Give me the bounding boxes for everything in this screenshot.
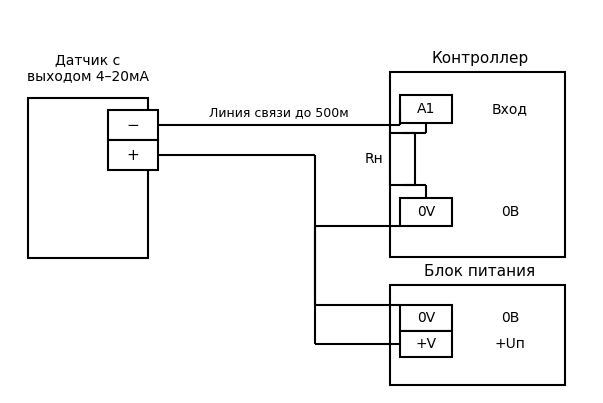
Bar	[390, 72, 565, 257]
Text: 0В: 0В	[501, 205, 519, 219]
Text: Контроллер: Контроллер	[431, 50, 529, 66]
Text: Линия связи до 500м: Линия связи до 500м	[209, 106, 349, 120]
Bar	[28, 98, 148, 258]
Text: +V: +V	[415, 337, 437, 351]
Text: Вход: Вход	[492, 102, 528, 116]
Text: Rн: Rн	[365, 152, 384, 166]
Text: Датчик с
выходом 4–20мА: Датчик с выходом 4–20мА	[27, 53, 149, 83]
Bar	[400, 331, 452, 357]
Text: A1: A1	[417, 102, 435, 116]
Text: Блок питания: Блок питания	[425, 264, 535, 280]
Bar	[108, 110, 158, 140]
Bar	[108, 140, 158, 170]
Bar	[400, 198, 452, 226]
Bar	[390, 285, 565, 385]
Text: −: −	[127, 118, 139, 133]
Bar	[400, 305, 452, 331]
Text: 0V: 0V	[417, 205, 435, 219]
Text: +: +	[127, 147, 139, 162]
Bar	[400, 95, 452, 123]
Bar	[390, 133, 415, 185]
Text: +Uп: +Uп	[494, 337, 525, 351]
Text: 0В: 0В	[501, 311, 519, 325]
Text: 0V: 0V	[417, 311, 435, 325]
